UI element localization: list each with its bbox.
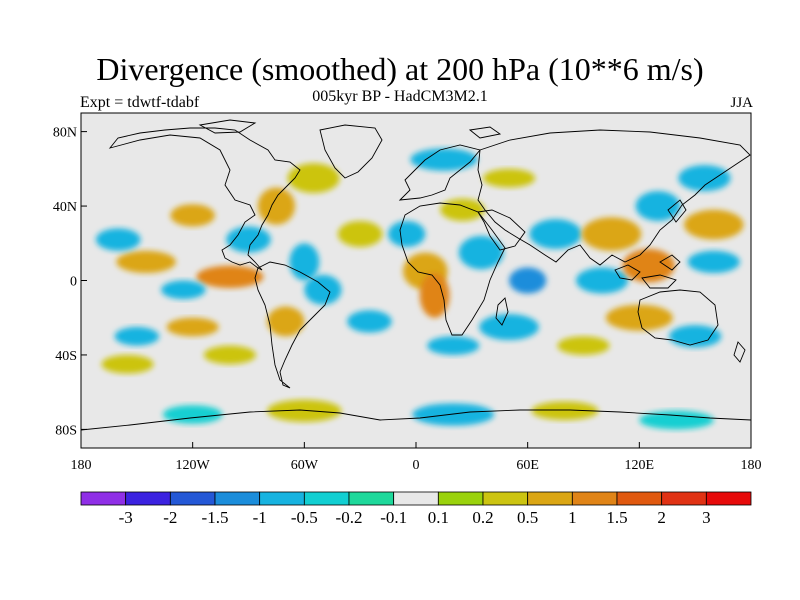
divergence-cell-5 [257,187,296,225]
plot-title: Divergence (smoothed) at 200 hPa (10**6 … [96,51,704,87]
lon-tick-label: 0 [413,458,420,473]
colorbar-swatch [527,491,573,506]
colorbar-label: 0.5 [517,508,538,527]
divergence-cell-28 [576,267,629,294]
divergence-cell-8 [289,243,320,281]
lon-tick-label: 120W [176,458,211,473]
divergence-cell-7 [226,226,271,253]
divergence-cell-20 [440,198,485,221]
colorbar-label: -1 [253,508,267,527]
longitude-axis: 180 120W 60W 0 60E 120E 180 [71,442,762,473]
colorbar: -3 -2 -1.5 -1 -0.5 -0.2 -0.1 0.1 0.2 0.5 1 1.5 2 3 [80,491,752,527]
lat-tick-label: 0 [70,275,77,290]
colorbar-label: 3 [702,508,711,527]
colorbar-swatch [80,491,127,506]
divergence-cell-9 [267,306,305,337]
divergence-field [95,148,744,430]
colorbar-swatch [616,491,663,506]
divergence-cell-33 [678,165,731,192]
divergence-cell-40 [531,401,599,421]
season-label: JJA [730,95,753,111]
lon-tick-label: 60E [516,458,539,473]
colorbar-label: 1.5 [606,508,627,527]
colorbar-swatch [571,491,618,506]
divergence-cell-41 [639,410,714,430]
colorbar-swatch [348,491,395,506]
colorbar-swatch [214,491,261,506]
colorbar-label: 0.1 [428,508,449,527]
divergence-cell-32 [687,250,740,274]
divergence-cell-36 [557,336,610,355]
colorbar-label: 1 [568,508,577,527]
latitude-axis: 80N 40N 0 40S 80S [53,126,87,438]
lat-tick-label: 80N [53,126,77,141]
colorbar-swatch [303,491,350,506]
divergence-cell-26 [529,219,582,249]
divergence-cell-21 [410,148,478,171]
colorbar-swatch [125,491,171,506]
colorbar-swatch [661,491,707,506]
colorbar-swatch [705,491,752,506]
divergence-cell-18 [419,273,450,318]
divergence-cell-37 [427,336,480,355]
divergence-cell-1 [196,265,264,288]
divergence-cell-30 [635,191,681,221]
divergence-cell-31 [684,209,744,240]
colorbar-label: -2 [163,508,177,527]
colorbar-label: -0.1 [380,508,407,527]
colorbar-swatch [169,491,216,506]
coastlines [81,119,751,431]
divergence-cell-25 [509,267,547,294]
lon-tick-label: 60W [291,458,319,473]
divergence-cell-11 [337,220,383,248]
plot-subtitle: 005kyr BP - HadCM3M2.1 [312,88,488,105]
divergence-cell-3 [95,228,141,251]
divergence-cell-35 [669,325,722,348]
lon-tick-label: 180 [71,458,92,473]
lon-tick-label: 120E [625,458,655,473]
experiment-label: Expt = tdwtf-tdabf [80,94,200,111]
divergence-cell-4 [170,204,216,227]
colorbar-label: -0.2 [336,508,363,527]
colorbar-label: -3 [119,508,133,527]
colorbar-swatch [393,491,439,506]
colorbar-swatch [437,491,484,506]
divergence-cell-22 [483,168,536,188]
divergence-cell-39 [412,403,495,426]
divergence-cell-2 [161,280,206,300]
colorbar-swatch [482,491,529,506]
divergence-cell-14 [114,327,160,346]
colorbar-label: 0.2 [472,508,493,527]
divergence-cell-42 [162,405,223,424]
divergence-cell-10 [304,274,342,305]
colorbar-label: -1.5 [202,508,229,527]
divergence-cell-15 [101,354,154,374]
divergence-cell-19 [388,220,426,248]
divergence-cell-23 [458,235,504,270]
divergence-cell-0 [116,250,176,274]
divergence-cell-27 [581,217,642,251]
lat-tick-label: 80S [55,423,77,438]
lon-tick-label: 180 [741,458,762,473]
colorbar-label: 2 [657,508,666,527]
divergence-cell-6 [287,163,340,194]
lat-tick-label: 40N [53,200,77,215]
divergence-cell-24 [479,314,539,341]
divergence-cell-38 [267,399,342,422]
divergence-cell-16 [203,345,256,365]
divergence-cell-13 [166,317,219,337]
lat-tick-label: 40S [55,349,77,364]
divergence-cell-12 [347,310,392,333]
colorbar-swatch [259,491,305,506]
colorbar-label: -0.5 [291,508,318,527]
